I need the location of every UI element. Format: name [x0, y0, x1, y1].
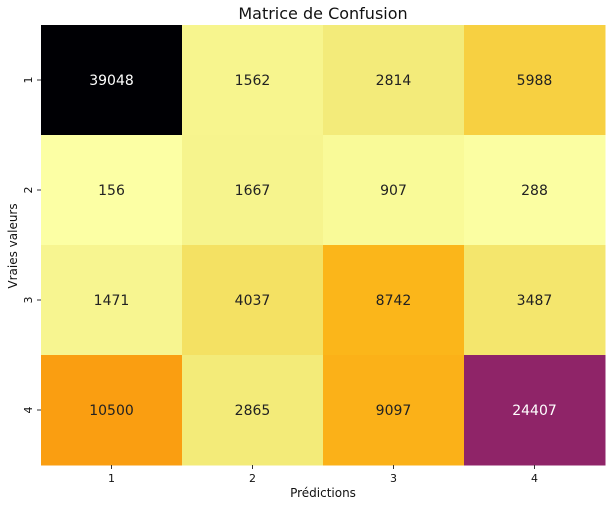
x-tick-label: 1 — [108, 472, 115, 485]
heatmap-cell — [464, 25, 606, 136]
heatmap-cell — [323, 245, 465, 356]
heatmap-cell — [182, 25, 324, 136]
y-tick-label: 2 — [22, 187, 35, 194]
x-tick-label: 3 — [390, 472, 397, 485]
heatmap-cell — [323, 355, 465, 466]
cell-value-label: 2865 — [235, 403, 271, 419]
heatmap-cell — [182, 355, 324, 466]
cell-value-label: 3487 — [517, 293, 553, 309]
heatmap-cell — [323, 135, 465, 246]
y-axis-label: Vraies valeurs — [6, 203, 20, 288]
heatmap-cell — [41, 135, 183, 246]
heatmap-cells — [41, 25, 606, 466]
cell-value-label: 156 — [98, 183, 125, 199]
cell-value-label: 10500 — [89, 403, 134, 419]
cell-value-label: 1667 — [235, 183, 271, 199]
cell-value-label: 24407 — [512, 403, 557, 419]
heatmap-cell — [182, 135, 324, 246]
y-tick-label: 1 — [22, 77, 35, 84]
x-tick-label: 2 — [249, 472, 256, 485]
cell-value-label: 8742 — [376, 293, 412, 309]
heatmap-cell — [41, 355, 183, 466]
heatmap-cell — [41, 25, 183, 136]
heatmap-cell — [464, 355, 606, 466]
cell-value-label: 39048 — [89, 73, 134, 89]
heatmap-cell — [464, 245, 606, 356]
heatmap-cell — [323, 25, 465, 136]
heatmap-cell — [182, 245, 324, 356]
cell-value-label: 907 — [380, 183, 407, 199]
heatmap-cell — [464, 135, 606, 246]
x-axis-ticks: 1 2 3 4 — [108, 465, 538, 485]
y-tick-label: 3 — [22, 297, 35, 304]
cell-annotations: 39048 1562 2814 5988 156 1667 907 288 1471 4037 87… — [89, 73, 557, 419]
cell-value-label: 1562 — [235, 73, 271, 89]
y-axis-ticks: 1 2 3 4 — [22, 77, 41, 414]
cell-value-label: 1471 — [94, 293, 130, 309]
cell-value-label: 4037 — [235, 293, 271, 309]
x-axis-label: Prédictions — [290, 486, 356, 500]
chart-title: Matrice de Confusion — [238, 4, 407, 23]
x-tick-label: 4 — [531, 472, 538, 485]
cell-value-label: 288 — [521, 183, 548, 199]
cell-value-label: 5988 — [517, 73, 553, 89]
heatmap-cell — [41, 245, 183, 356]
cell-value-label: 9097 — [376, 403, 412, 419]
cell-value-label: 2814 — [376, 73, 412, 89]
y-tick-label: 4 — [22, 407, 35, 414]
